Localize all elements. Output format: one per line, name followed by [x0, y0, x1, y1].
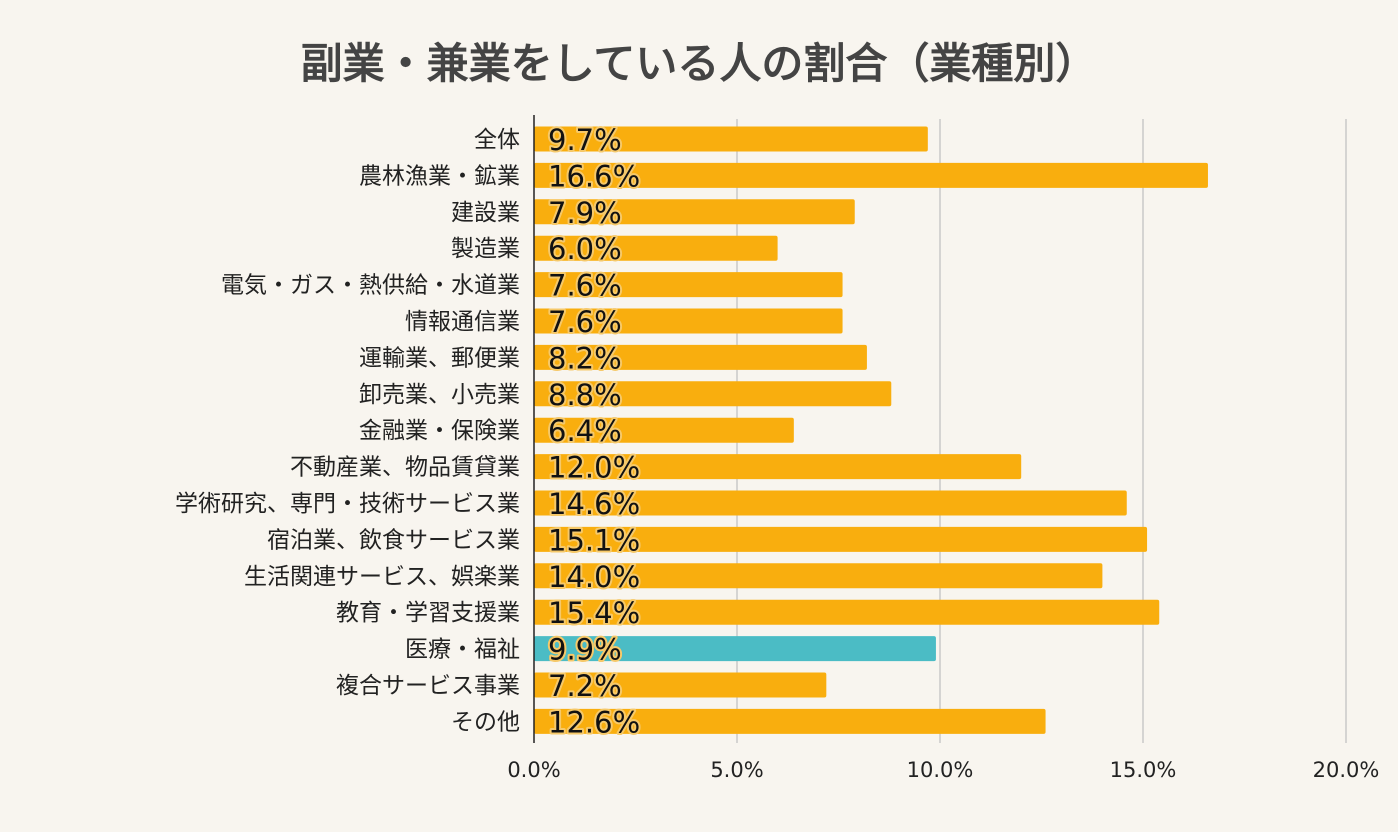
bar — [534, 344, 867, 370]
bar — [534, 272, 843, 298]
chart-title: 副業・兼業をしている人の割合（業種別） — [300, 39, 1098, 88]
category-label: 不動産業、物品賃貸業 — [290, 455, 520, 481]
data-label: 6.4% — [548, 414, 622, 448]
category-label: その他 — [451, 709, 520, 735]
data-label: 9.7% — [548, 123, 622, 157]
data-label: 14.6% — [548, 487, 640, 521]
data-label: 6.0% — [548, 232, 622, 266]
bar — [534, 308, 843, 334]
bar — [534, 636, 936, 662]
data-label: 7.6% — [548, 269, 622, 303]
x-tick-labels: 0.0% 5.0% 10.0% 15.0% 20.0% — [507, 758, 1379, 782]
bar — [534, 708, 1046, 734]
bar — [534, 599, 1160, 625]
data-label: 7.2% — [548, 669, 622, 703]
category-label: 卸売業、小売業 — [359, 382, 520, 408]
category-label: 運輸業、郵便業 — [359, 345, 520, 371]
category-labels: 全体農林漁業・鉱業建設業製造業電気・ガス・熱供給・水道業情報通信業運輸業、郵便業… — [175, 127, 520, 735]
category-label: 宿泊業、飲食サービス業 — [267, 527, 520, 553]
data-label: 15.4% — [548, 596, 640, 630]
category-label: 電気・ガス・熱供給・水道業 — [221, 273, 520, 299]
bar — [534, 672, 827, 698]
data-label: 9.9% — [548, 633, 622, 667]
category-label: 医療・福祉 — [405, 637, 520, 663]
data-label: 8.8% — [548, 378, 622, 412]
bar — [534, 526, 1148, 552]
data-label: 7.9% — [548, 196, 622, 230]
category-label: 農林漁業・鉱業 — [359, 163, 520, 189]
bars — [534, 126, 1208, 734]
bar — [534, 162, 1208, 188]
bar — [534, 417, 794, 443]
x-tick-label: 0.0% — [507, 758, 560, 782]
bar — [534, 454, 1022, 480]
category-label: 教育・学習支援業 — [336, 600, 520, 626]
category-label: 情報通信業 — [405, 309, 520, 335]
data-label: 15.1% — [548, 523, 640, 557]
bar — [534, 126, 928, 152]
bar — [534, 490, 1127, 516]
category-label: 学術研究、専門・技術サービス業 — [175, 491, 520, 517]
data-labels: 9.7%16.6%7.9%6.0%7.6%7.6%8.2%8.8%6.4%12.… — [546, 121, 642, 741]
bar — [534, 381, 892, 407]
data-label: 8.2% — [548, 341, 622, 375]
category-label: 金融業・保険業 — [359, 418, 520, 444]
bar — [534, 235, 778, 261]
category-label: 複合サービス事業 — [336, 673, 520, 699]
x-tick-label: 5.0% — [710, 758, 763, 782]
x-tick-label: 20.0% — [1313, 758, 1380, 782]
data-label: 12.6% — [548, 705, 640, 739]
bar — [534, 199, 855, 225]
data-label: 7.6% — [548, 305, 622, 339]
bar — [534, 563, 1103, 589]
x-tick-label: 10.0% — [907, 758, 974, 782]
data-label: 12.0% — [548, 451, 640, 485]
x-tick-label: 15.0% — [1110, 758, 1177, 782]
data-label: 14.0% — [548, 560, 640, 594]
data-label: 16.6% — [548, 159, 640, 193]
category-label: 建設業 — [451, 200, 520, 226]
category-label: 全体 — [474, 127, 520, 153]
category-label: 生活関連サービス、娯楽業 — [244, 564, 520, 590]
category-label: 製造業 — [451, 236, 520, 262]
